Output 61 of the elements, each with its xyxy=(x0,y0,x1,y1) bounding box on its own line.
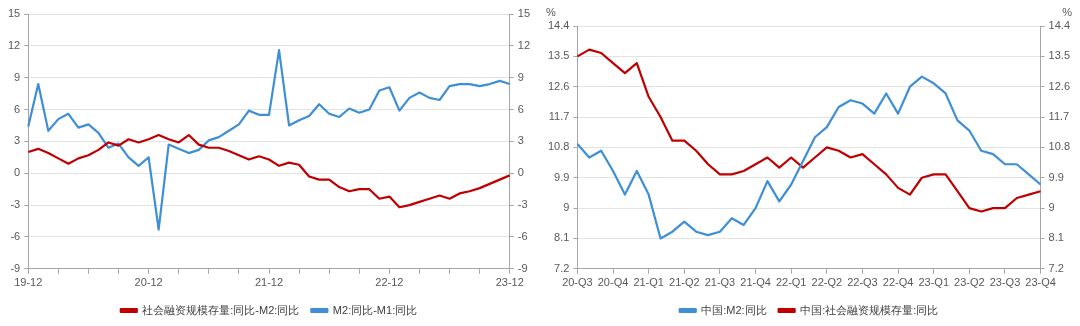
y2-tick-label: 12 xyxy=(517,38,531,51)
x-tick-label: 21-Q2 xyxy=(669,276,700,289)
y-tick-label: 9 xyxy=(14,70,21,83)
y-tick-label: 6 xyxy=(14,102,21,115)
y-tick-label: 12 xyxy=(7,38,21,51)
y2-tick-label: 14.4 xyxy=(1048,19,1071,32)
x-tick-label: 20-12 xyxy=(134,276,163,289)
y-tick-label: 15 xyxy=(7,7,21,20)
x-tick-label: 22-Q3 xyxy=(847,276,878,289)
legend-label: 中国:社会融资规模存量:同比 xyxy=(800,303,939,316)
y2-tick-label: 0 xyxy=(517,166,524,179)
x-tick-label: 22-Q2 xyxy=(811,276,843,289)
x-tick-label: 21-12 xyxy=(254,276,284,289)
y-tick-label: 9 xyxy=(563,201,570,214)
x-tick-label: 22-Q1 xyxy=(775,276,807,289)
x-tick-label: 21-Q1 xyxy=(633,276,664,289)
x-tick-label: 21-Q4 xyxy=(740,276,771,289)
y-tick-label: -3 xyxy=(10,198,21,211)
y-tick-label: 10.8 xyxy=(547,140,570,153)
x-tick-label: 20-Q4 xyxy=(597,276,629,289)
y2-tick-label: 9 xyxy=(517,70,524,83)
y2-axis-title: % xyxy=(1062,5,1073,18)
legend-label: M2:同比-M1:同比 xyxy=(332,303,418,316)
x-tick-label: 22-12 xyxy=(375,276,404,289)
y-tick-label: 3 xyxy=(14,134,21,147)
y-tick-label: 12.6 xyxy=(547,79,570,92)
x-tick-label: 20-Q3 xyxy=(562,276,593,289)
legend-label: 中国:M2:同比 xyxy=(701,303,767,316)
y-axis-title: % xyxy=(546,5,556,18)
y-tick-label: 14.4 xyxy=(547,19,570,32)
y2-tick-label: -9 xyxy=(517,261,528,274)
y-tick-label: 8.1 xyxy=(554,231,570,244)
y2-tick-label: 9.9 xyxy=(1048,170,1064,183)
y2-tick-label: 7.2 xyxy=(1048,261,1064,274)
y2-tick-label: 12.6 xyxy=(1048,79,1071,92)
y2-tick-label: 9 xyxy=(1048,201,1055,214)
x-tick-label: 22-Q4 xyxy=(882,276,914,289)
x-tick-label: 23-12 xyxy=(495,276,524,289)
y2-tick-label: 11.7 xyxy=(1048,110,1070,123)
x-tick-label: 21-Q3 xyxy=(704,276,736,289)
y2-tick-label: 3 xyxy=(517,134,524,147)
y-tick-label: -6 xyxy=(10,229,21,242)
y-tick-label: 0 xyxy=(14,166,21,179)
y-tick-label: 11.7 xyxy=(548,110,570,123)
y-tick-label: -9 xyxy=(10,261,21,274)
y2-tick-label: 13.5 xyxy=(1048,49,1071,62)
y-tick-label: 7.2 xyxy=(554,261,570,274)
x-tick-label: 23-Q2 xyxy=(954,276,985,289)
y-tick-label: 13.5 xyxy=(547,49,570,62)
x-tick-label: 23-Q1 xyxy=(918,276,949,289)
x-tick-label: 23-Q3 xyxy=(989,276,1021,289)
y2-tick-label: 15 xyxy=(517,7,531,20)
y2-tick-label: 8.1 xyxy=(1048,231,1064,244)
legend-label: 社会融资规模存量:同比-M2:同比 xyxy=(142,303,300,316)
y2-tick-label: -6 xyxy=(517,229,528,242)
x-tick-label: 19-12 xyxy=(14,276,43,289)
y2-tick-label: -3 xyxy=(517,198,528,211)
x-tick-label: 23-Q4 xyxy=(1025,276,1056,289)
y2-tick-label: 6 xyxy=(517,102,524,115)
y2-tick-label: 10.8 xyxy=(1048,140,1071,153)
y-tick-label: 9.9 xyxy=(554,170,570,183)
